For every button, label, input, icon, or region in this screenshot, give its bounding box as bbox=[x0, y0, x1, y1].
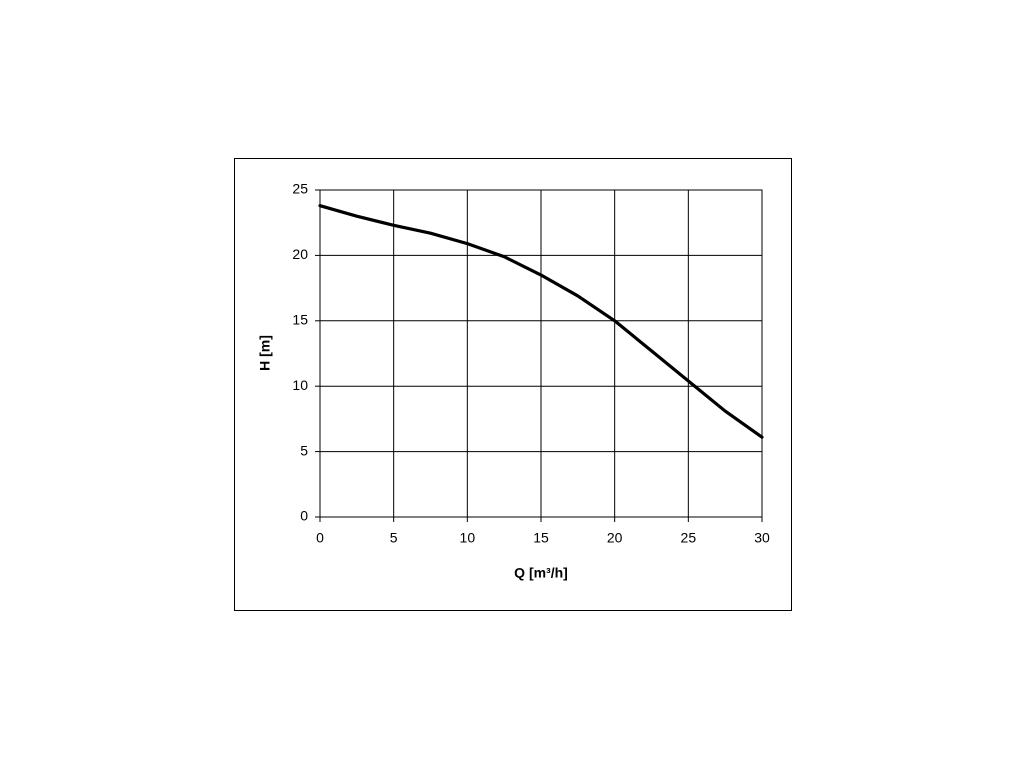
y-tick-label: 5 bbox=[300, 442, 308, 458]
y-tick-label: 0 bbox=[300, 508, 308, 524]
y-tick-label: 20 bbox=[292, 246, 308, 262]
x-tick-label: 10 bbox=[460, 530, 476, 546]
x-tick-label: 15 bbox=[533, 530, 549, 546]
x-tick-label: 20 bbox=[607, 530, 623, 546]
x-tick-label: 0 bbox=[316, 530, 324, 546]
plot-border bbox=[319, 189, 763, 518]
data-line bbox=[318, 204, 764, 439]
chart-frame bbox=[234, 158, 792, 611]
y-axis-title: H [m] bbox=[257, 335, 273, 371]
x-tick-label: 25 bbox=[681, 530, 697, 546]
y-tick-label: 10 bbox=[292, 377, 308, 393]
y-tick-label: 15 bbox=[292, 312, 308, 328]
x-axis-title: Q [m³/h] bbox=[514, 565, 568, 581]
x-tick-label: 30 bbox=[754, 530, 770, 546]
y-tick-label: 25 bbox=[292, 181, 308, 197]
x-tick-label: 5 bbox=[390, 530, 398, 546]
